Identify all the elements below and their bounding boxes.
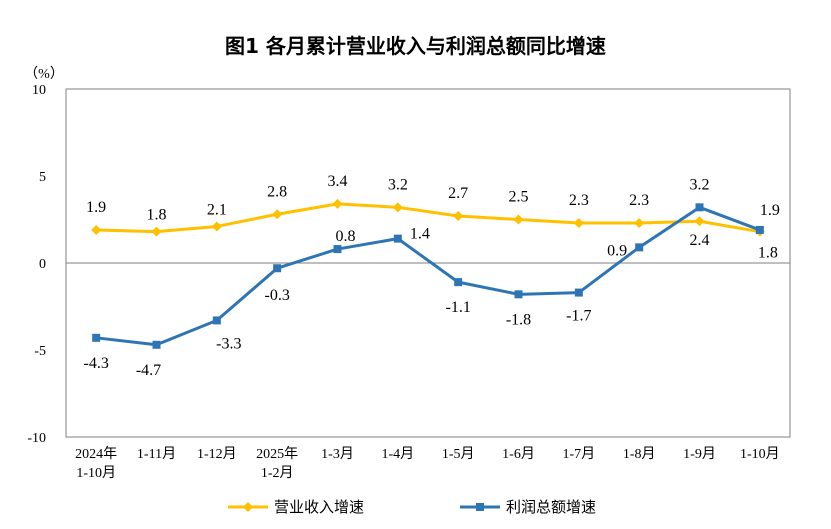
x-tick-label: 1-4月	[381, 446, 414, 462]
data-point	[211, 221, 222, 232]
x-tick-label: 1-7月	[562, 446, 595, 462]
data-point	[272, 209, 283, 220]
x-tick-label: 1-3月	[321, 446, 354, 462]
data-point	[635, 243, 644, 252]
y-tick-label: 0	[39, 257, 46, 272]
data-label: 1.9	[86, 199, 106, 216]
data-label: -0.3	[265, 287, 290, 304]
y-tick-label: 5	[39, 170, 46, 185]
data-label: 0.8	[336, 228, 356, 245]
data-label: 3.2	[388, 176, 408, 193]
data-label: 2.7	[448, 185, 468, 202]
data-point	[393, 234, 402, 243]
data-label: 2.3	[569, 192, 589, 209]
legend-marker	[476, 503, 484, 511]
data-point	[273, 264, 282, 273]
x-tick-label: 1-12月	[197, 446, 237, 462]
data-labels: 1.9 1.8 2.1 2.8 3.4 3.2 2.7 2.5 2.3 2.3 2.4 1.8 -4.3…	[84, 173, 780, 379]
x-tick-label: 1-2月	[261, 465, 294, 481]
data-label: 2.5	[509, 189, 529, 206]
data-label: 0.9	[607, 242, 627, 259]
data-point	[695, 203, 704, 212]
data-point	[152, 340, 161, 349]
legend-label: 利润总额增速	[506, 498, 596, 516]
data-label: -1.1	[446, 299, 471, 316]
x-tick-label: 1-10月	[740, 446, 780, 462]
legend-label: 营业收入增速	[274, 498, 364, 516]
x-tick-label: 2024年	[75, 446, 117, 462]
data-point	[454, 278, 463, 287]
data-point	[513, 214, 524, 225]
data-label: 1.8	[758, 245, 778, 262]
data-label: -4.7	[136, 362, 161, 379]
data-point	[453, 211, 464, 222]
y-tick-label: -10	[27, 431, 46, 446]
x-tick-label: 1-9月	[683, 446, 716, 462]
data-point	[91, 224, 102, 235]
data-point	[333, 245, 342, 254]
data-label: -4.3	[84, 355, 109, 372]
data-point	[574, 288, 583, 297]
legend: 营业收入增速 利润总额增速	[228, 498, 596, 516]
data-label: -1.8	[506, 311, 531, 328]
x-tick-label: 2025年	[256, 446, 298, 462]
y-tick-label: 10	[32, 83, 46, 98]
data-label: 2.1	[207, 201, 227, 218]
data-label: 2.3	[629, 192, 649, 209]
data-label: -3.3	[216, 335, 241, 352]
data-label: 1.9	[760, 202, 780, 219]
data-label: 1.8	[147, 207, 167, 224]
data-point	[212, 316, 221, 325]
data-point	[514, 290, 523, 299]
x-tick-label: 1-10月	[76, 465, 116, 481]
x-tick-label: 1-11月	[137, 446, 176, 462]
y-tick-label: -5	[34, 344, 46, 359]
series-line-2	[95, 205, 761, 347]
series-layer	[91, 198, 765, 349]
data-point	[573, 217, 584, 228]
data-label: 3.2	[690, 176, 710, 193]
data-point	[151, 226, 162, 237]
data-label: 1.4	[410, 226, 430, 243]
data-label: 2.8	[267, 183, 287, 200]
y-axis: 10 5 0 -5 -10 （%）	[24, 66, 64, 446]
data-point	[392, 202, 403, 213]
x-tick-label: 1-5月	[442, 446, 475, 462]
series-line-1	[96, 202, 761, 234]
chart-title: 图1 各月累计营业收入与利润总额同比增速	[225, 34, 606, 58]
data-point	[694, 216, 705, 227]
data-label: 2.4	[690, 232, 710, 249]
x-axis: 2024年 1-10月 1-11月 1-12月 2025年 1-2月 1-3月 1-4月 1-5…	[75, 446, 780, 481]
x-tick-label: 1-6月	[502, 446, 535, 462]
legend-marker	[243, 502, 253, 512]
data-point	[92, 333, 101, 342]
x-tick-label: 1-8月	[623, 446, 656, 462]
data-point	[332, 198, 343, 209]
data-point	[755, 225, 764, 234]
data-label: -1.7	[566, 308, 591, 325]
data-label: 3.4	[328, 173, 348, 190]
y-axis-unit: （%）	[24, 66, 64, 82]
plot-frame	[65, 88, 791, 438]
data-point	[634, 217, 645, 228]
